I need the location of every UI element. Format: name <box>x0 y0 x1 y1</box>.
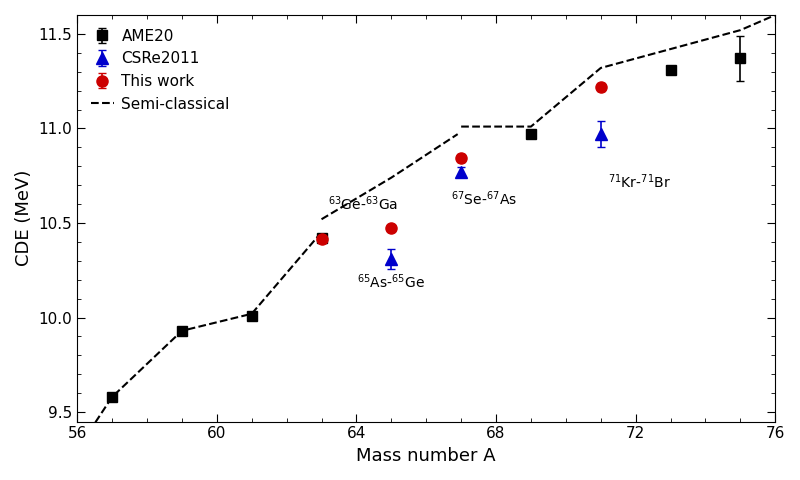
Semi-classical <box>177 328 186 334</box>
Text: $^{71}$Kr-$^{71}$Br: $^{71}$Kr-$^{71}$Br <box>608 172 670 191</box>
Text: $^{63}$Ge-$^{63}$Ga: $^{63}$Ge-$^{63}$Ga <box>329 195 398 214</box>
Y-axis label: CDE (MeV): CDE (MeV) <box>15 170 33 266</box>
Legend: AME20, CSRe2011, This work, Semi-classical: AME20, CSRe2011, This work, Semi-classic… <box>85 23 236 118</box>
Semi-classical <box>314 233 323 239</box>
Semi-classical <box>72 447 82 453</box>
X-axis label: Mass number A: Mass number A <box>357 447 496 465</box>
Semi-classical <box>107 394 117 400</box>
Semi-classical <box>247 311 257 317</box>
Line: Semi-classical: Semi-classical <box>77 236 318 450</box>
Text: $^{67}$Se-$^{67}$As: $^{67}$Se-$^{67}$As <box>450 189 517 208</box>
Text: $^{65}$As-$^{65}$Ge: $^{65}$As-$^{65}$Ge <box>358 272 426 291</box>
